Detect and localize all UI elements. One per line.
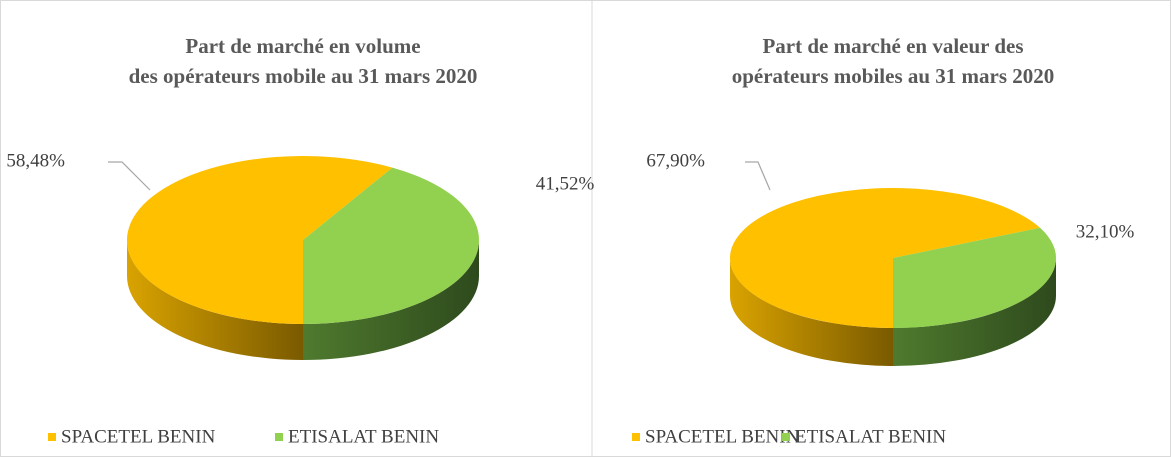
data-label: 58,48% bbox=[6, 150, 65, 171]
chart-title: Part de marché en valeur des opérateurs m… bbox=[732, 34, 1055, 88]
slice-side bbox=[730, 258, 893, 366]
legend-label: ETISALAT BENIN bbox=[288, 426, 439, 447]
data-label: 41,52% bbox=[536, 173, 595, 194]
slice-side bbox=[893, 258, 1056, 366]
legend-swatch bbox=[275, 433, 283, 441]
slice bbox=[893, 227, 1056, 328]
chart-title: Part de marché en volume des opérateurs m… bbox=[129, 34, 478, 88]
data-label: 32,10% bbox=[1076, 221, 1135, 242]
slice-side bbox=[127, 240, 303, 360]
slice bbox=[127, 156, 393, 324]
legend-label: SPACETEL BENIN bbox=[61, 426, 216, 447]
slice-side bbox=[303, 240, 479, 360]
slice bbox=[730, 188, 1041, 328]
legend-label: ETISALAT BENIN bbox=[795, 426, 946, 447]
title-line: opérateurs mobiles au 31 mars 2020 bbox=[732, 64, 1055, 88]
title-line: Part de marché en volume bbox=[185, 34, 420, 58]
leader-line bbox=[108, 161, 151, 191]
legend-label: SPACETEL BENIN bbox=[645, 426, 800, 447]
data-label: 67,90% bbox=[646, 150, 705, 171]
slice bbox=[303, 167, 480, 324]
leader-line bbox=[745, 161, 771, 191]
legend-swatch bbox=[782, 433, 790, 441]
title-line: Part de marché en valeur des bbox=[762, 34, 1023, 58]
title-line: des opérateurs mobile au 31 mars 2020 bbox=[129, 64, 478, 88]
legend-swatch bbox=[48, 433, 56, 441]
legend-swatch bbox=[632, 433, 640, 441]
